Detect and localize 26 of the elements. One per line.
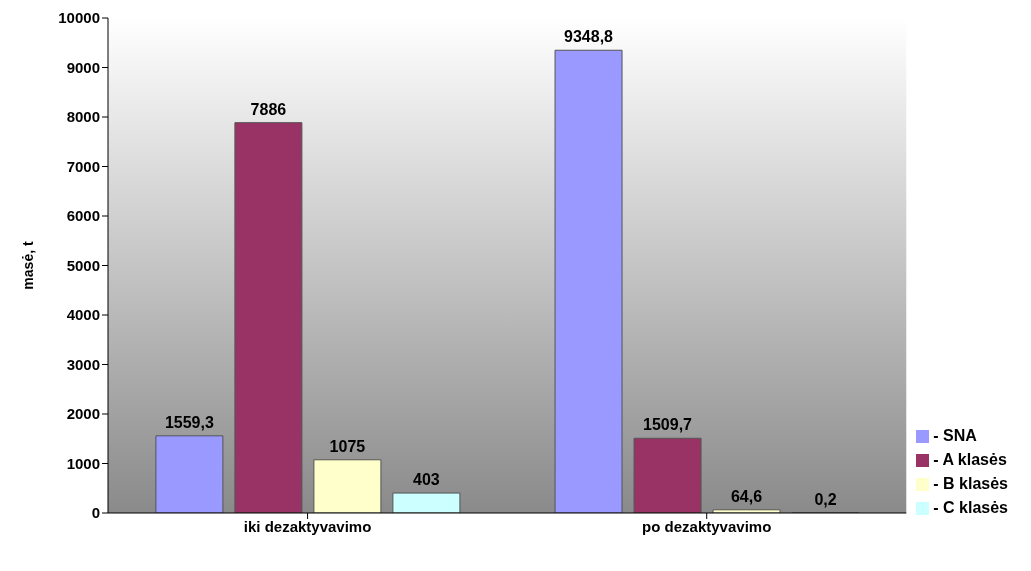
text: - SNA: [933, 427, 977, 445]
data-label: 1559,3: [164, 413, 214, 431]
y-axis-title: masė, t: [19, 241, 36, 290]
data-label: 403: [413, 471, 440, 489]
legend-label: - B klasės: [933, 475, 1008, 493]
legend-label: - C klasės: [933, 499, 1008, 517]
y-tick-label: 5000: [66, 256, 100, 274]
y-tick-label: 9000: [66, 58, 100, 76]
data-label: 1075: [329, 437, 366, 455]
y-tick-label: 4000: [66, 306, 100, 324]
legend-label: - A klasės: [933, 451, 1007, 469]
data-label: 64,6: [730, 487, 763, 505]
y-tick-label: 1000: [66, 454, 100, 472]
data-label: 9348,8: [564, 28, 614, 46]
y-tick-label: 6000: [66, 207, 100, 225]
data-label: 7886: [250, 100, 287, 118]
y-tick-label: 7000: [66, 157, 100, 175]
x-tick-label: iki dezaktyvavimo: [243, 517, 372, 535]
x-tick-label: po dezaktyvavimo: [642, 517, 772, 535]
y-tick-label: 10000: [58, 9, 100, 27]
y-tick-label: 2000: [66, 405, 100, 423]
y-tick-label: 3000: [66, 355, 100, 373]
data-label: 1509,7: [643, 416, 693, 434]
y-tick-label: 0: [91, 504, 100, 522]
data-label: 0,2: [814, 490, 837, 508]
y-tick-label: 8000: [66, 108, 100, 126]
